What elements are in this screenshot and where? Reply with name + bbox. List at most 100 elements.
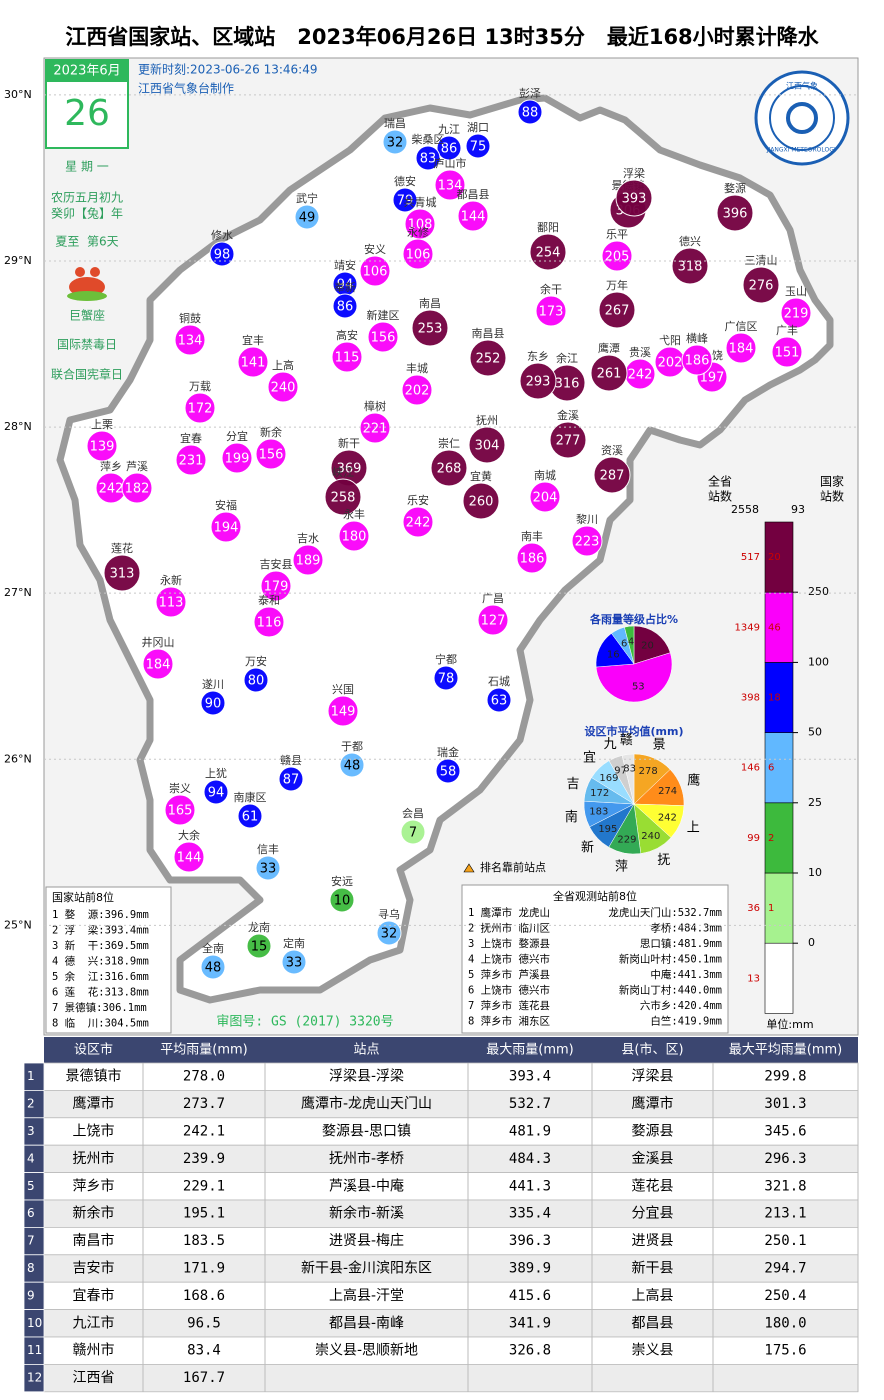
title: 江西省国家站、区域站 2023年06月26日 13时35分 最近168小时累计降… xyxy=(65,25,819,49)
list-row: 7 萍乡市 莲花县 xyxy=(468,999,550,1012)
lat-label: 25°N xyxy=(4,918,32,931)
station-name: 吉安县 xyxy=(260,557,293,571)
pie-category: 南 xyxy=(565,809,578,825)
station-value: 48 xyxy=(344,759,361,774)
station-circle xyxy=(331,341,363,373)
table-row-bg xyxy=(43,1227,859,1256)
table-cell: 195.1 xyxy=(183,1206,225,1222)
table-index: 2 xyxy=(27,1097,35,1111)
table-row-bg xyxy=(43,1254,859,1283)
station-value: 258 xyxy=(331,491,356,506)
table-index: 3 xyxy=(27,1124,35,1138)
pie-category: 鹰 xyxy=(687,773,700,789)
list-row: 3 新 干:369.5mm xyxy=(52,939,149,952)
table-cell: 299.8 xyxy=(764,1069,806,1085)
province-count: 517 xyxy=(741,552,760,563)
producer: 江西省气象台制作 xyxy=(138,81,234,96)
station-circle xyxy=(292,544,324,576)
pie-value: 240 xyxy=(641,831,660,842)
station-name: 弋阳 xyxy=(659,334,681,347)
station-circle xyxy=(221,442,253,474)
station-value: 172 xyxy=(188,402,213,417)
pie-value: 169 xyxy=(599,773,618,784)
table-cell: 宜春市 xyxy=(73,1287,115,1304)
station-name: 兴国 xyxy=(332,683,354,696)
table-row-bg xyxy=(43,1062,859,1091)
legend-swatch xyxy=(764,521,794,593)
pie-category: 萍 xyxy=(615,859,628,874)
station-circle xyxy=(535,295,567,327)
station-circle xyxy=(338,520,370,552)
table-cell: 金溪县 xyxy=(632,1151,674,1167)
logo-text: JIANGXI METEOROLOGY xyxy=(766,147,838,154)
table-header: 最大雨量(mm) xyxy=(486,1043,573,1058)
station-value: 180 xyxy=(342,530,367,545)
list-row: 孝桥:484.3mm xyxy=(650,923,722,935)
station-value: 179 xyxy=(264,580,289,595)
station-value: 223 xyxy=(575,535,600,550)
legend-total: 2558 xyxy=(731,503,759,516)
table-row-bg xyxy=(43,1117,859,1146)
station-value: 369 xyxy=(337,462,362,477)
table-cell: 273.7 xyxy=(183,1096,225,1112)
pie-category: 赣 xyxy=(620,733,633,748)
station-name: 庐山市 xyxy=(434,156,467,170)
station-value: 182 xyxy=(125,482,150,497)
table-cell: 167.7 xyxy=(183,1370,225,1386)
station-value: 277 xyxy=(556,434,581,449)
pie-value: 195 xyxy=(598,824,617,835)
table-row-bg xyxy=(43,1364,859,1393)
station-value: 184 xyxy=(729,342,754,357)
station-circle xyxy=(210,511,242,543)
station-value: 189 xyxy=(296,554,321,569)
station-value: 113 xyxy=(159,596,184,611)
station-circle xyxy=(173,841,205,873)
table-cell: 上高县 xyxy=(632,1287,674,1304)
station-value: 186 xyxy=(685,354,710,369)
station-value: 194 xyxy=(214,521,239,536)
list-row: 思口镇:481.9mm xyxy=(640,937,722,950)
table-cell: 景德镇市 xyxy=(66,1068,122,1085)
station-circle xyxy=(278,766,304,792)
list-row: 1 鹰潭市 龙虎山 xyxy=(468,906,550,919)
station-name: 南昌 xyxy=(419,297,441,310)
station-value: 293 xyxy=(526,375,551,390)
table-cell: 新干县 xyxy=(632,1261,674,1277)
logo-name: 江西气象 xyxy=(786,81,818,91)
station-value: 63 xyxy=(491,694,508,709)
table-cell: 321.8 xyxy=(764,1178,806,1194)
pie-slice xyxy=(595,652,673,703)
station-value: 151 xyxy=(775,346,800,361)
table-cell: 345.6 xyxy=(764,1124,806,1140)
station-value: 165 xyxy=(168,804,193,819)
table-index: 4 xyxy=(27,1151,35,1165)
station-name: 东乡 xyxy=(527,350,549,363)
station-value: 268 xyxy=(437,462,462,477)
national-count: 6 xyxy=(768,763,774,774)
station-circle xyxy=(742,266,780,304)
station-value: 242 xyxy=(406,516,431,531)
station-circle xyxy=(549,421,587,459)
pie-value: 229 xyxy=(617,834,636,845)
list-row: 6 莲 花:313.8mm xyxy=(52,986,149,999)
pie-value: 278 xyxy=(639,766,658,777)
table-cell: 吉安市 xyxy=(73,1260,115,1277)
station-value: 221 xyxy=(363,422,388,437)
station-value: 115 xyxy=(335,351,360,366)
station-circle xyxy=(516,542,548,574)
province-count: 36 xyxy=(747,903,760,914)
province-count: 13 xyxy=(747,973,760,984)
station-name: 宁都 xyxy=(435,652,457,666)
station-circle xyxy=(243,667,269,693)
national-top-box xyxy=(45,886,172,1034)
station-name: 武宁 xyxy=(296,191,318,205)
pie-category: 吉 xyxy=(566,777,579,792)
station-name: 玉山 xyxy=(785,285,807,298)
station-name: 铜鼓 xyxy=(179,311,201,325)
station-circle xyxy=(415,145,441,171)
table-row-bg xyxy=(43,1090,859,1119)
station-circle xyxy=(255,438,287,470)
station-name: 吉水 xyxy=(297,532,319,545)
station-value: 141 xyxy=(241,356,266,371)
station-value: 108 xyxy=(408,218,433,233)
